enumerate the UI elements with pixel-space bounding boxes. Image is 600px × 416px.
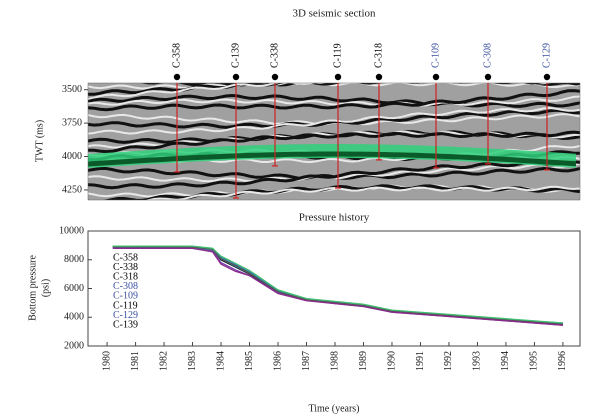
well-head <box>173 73 181 81</box>
well-label: C-338 <box>269 43 280 68</box>
reflector <box>145 185 580 200</box>
x-tick-label: 1990 <box>386 351 397 371</box>
legend-entry: C-119 <box>113 300 138 311</box>
well-head <box>334 73 342 81</box>
legend-entry: C-139 <box>113 319 138 330</box>
reflector <box>88 93 580 108</box>
well-label: C-139 <box>230 43 241 68</box>
reflector <box>88 160 580 190</box>
y-tick-label: 3750 <box>62 117 82 128</box>
well-label: C-318 <box>373 43 384 68</box>
pressure-title: Pressure history <box>299 212 370 224</box>
well-head <box>271 73 279 81</box>
y-tick-label: 10000 <box>59 225 84 236</box>
series-line <box>112 246 563 326</box>
horizon-dark <box>88 151 577 167</box>
y-tick-label: 8000 <box>64 254 84 265</box>
series-line <box>112 246 563 325</box>
reflector <box>88 83 580 90</box>
series-line <box>112 246 563 325</box>
well-head <box>375 73 383 81</box>
reflector <box>88 89 580 112</box>
reflector <box>88 83 528 101</box>
x-tick-label: 1980 <box>101 351 112 371</box>
x-tick-label: 1985 <box>244 351 255 371</box>
legend-entry: C-308 <box>113 281 138 292</box>
well-label: C-308 <box>482 43 493 68</box>
legend-entry: C-338 <box>113 262 138 273</box>
well-head <box>543 73 551 81</box>
well-label: C-358 <box>171 43 182 68</box>
x-tick-label: 1987 <box>301 351 312 371</box>
reflector <box>88 106 580 135</box>
well-label: C-129 <box>541 43 552 68</box>
image-frame <box>87 82 581 201</box>
x-tick-label: 1989 <box>358 351 369 371</box>
well-head <box>432 73 440 81</box>
y-tick-label: 4000 <box>64 312 84 323</box>
x-tick-label: 1983 <box>187 351 198 371</box>
x-tick-label: 1991 <box>415 351 426 371</box>
x-axis-label: Time (years) <box>308 403 359 414</box>
series-line <box>112 246 563 325</box>
x-tick-label: 1996 <box>557 351 568 371</box>
reflector <box>88 130 580 154</box>
x-tick-label: 1988 <box>329 351 340 371</box>
well-head <box>232 73 240 81</box>
y-tick-label: 2000 <box>64 340 84 351</box>
x-tick-label: 1986 <box>272 351 283 371</box>
reflector <box>240 83 580 89</box>
series-line <box>112 247 563 326</box>
x-tick-label: 1994 <box>500 351 511 371</box>
x-tick-label: 1993 <box>472 351 483 371</box>
x-tick-label: 1984 <box>215 351 226 371</box>
x-tick-label: 1982 <box>158 351 169 371</box>
seismic-image <box>88 83 580 200</box>
well-label: C-109 <box>430 43 441 68</box>
well-label: C-119 <box>332 43 343 68</box>
series-line <box>112 245 563 324</box>
y-tick-label: 4250 <box>62 184 82 195</box>
y-tick-label: 6000 <box>64 283 84 294</box>
x-tick-label: 1995 <box>529 351 540 371</box>
seismic-title: 3D seismic section <box>292 8 376 20</box>
reflector <box>88 83 580 96</box>
legend-entry: C-318 <box>113 271 138 282</box>
y-tick-label: 3500 <box>62 84 82 95</box>
y-axis-label: (psi) <box>40 279 51 297</box>
y-tick-label: 4000 <box>62 151 82 162</box>
series-line <box>112 246 563 324</box>
legend-entry: C-129 <box>113 310 138 321</box>
legend-entry: C-358 <box>113 252 138 263</box>
series-line <box>112 247 563 326</box>
x-tick-label: 1981 <box>130 351 141 371</box>
reflector <box>88 95 580 107</box>
legend-entry: C-109 <box>113 291 138 302</box>
y-axis-label: Bottom pressure <box>27 255 38 321</box>
x-tick-label: 1992 <box>443 351 454 371</box>
seismic-y-label: TWT (ms) <box>34 120 45 162</box>
well-head <box>484 73 492 81</box>
